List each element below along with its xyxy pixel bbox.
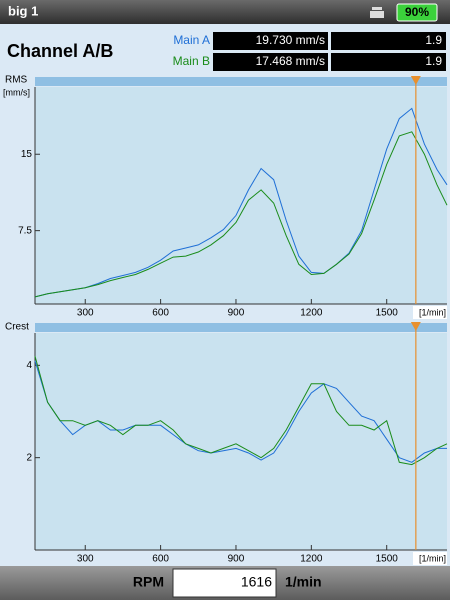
plot-area: [35, 333, 447, 550]
value-text: 1.9: [425, 54, 442, 68]
value-cell: [331, 32, 446, 50]
x-tick-label: 1500: [376, 554, 399, 565]
series-line: [34, 107, 448, 298]
series-line: [34, 355, 448, 466]
channel-title: Channel A/B: [7, 41, 113, 61]
screen-title: big 1: [8, 3, 38, 18]
y-tick-label: 2: [26, 452, 32, 463]
y-axis-label: [mm/s]: [3, 87, 30, 97]
x-axis-label: [1/min]: [419, 553, 446, 563]
header-table: Main A 19.730 mm/s 1.9 Main B 17.468 mm/s 1.9: [173, 32, 446, 71]
x-tick-label: 900: [228, 308, 245, 319]
series-line: [34, 131, 448, 298]
x-label-bg: [413, 306, 447, 319]
value-cell: [331, 53, 446, 71]
x-tick-label: 1500: [376, 308, 399, 319]
battery-level: 90%: [405, 5, 429, 19]
rpm-unit: 1/min: [285, 574, 322, 590]
x-tick-label: 600: [152, 554, 169, 565]
y-tick-label: 7.5: [18, 225, 32, 236]
channel-name: Main B: [173, 54, 210, 68]
charts: RMS[mm/s] 7.5 15 300 600 900 1200 1500 [1/min] Cr…: [3, 75, 448, 565]
cursor-marker: [410, 322, 421, 331]
x-tick-label: 900: [228, 554, 245, 565]
value-text: 19.730 mm/s: [256, 33, 325, 47]
y-tick-label: 4: [26, 360, 32, 371]
x-tick-label: 300: [77, 308, 94, 319]
cursor-strip: [35, 77, 447, 86]
cursor-marker: [410, 76, 421, 85]
plot-area: [35, 87, 447, 304]
rpm-input[interactable]: [172, 568, 277, 598]
y-tick-label: 15: [21, 149, 33, 160]
value-cell: [213, 53, 328, 71]
x-axis-label: [1/min]: [419, 307, 446, 317]
rpm-label: RPM: [133, 574, 164, 590]
x-label-bg: [413, 552, 447, 565]
value-text: 1.9: [425, 33, 442, 47]
channel-name: Main A: [173, 33, 210, 47]
battery-icon: [396, 3, 438, 22]
chart-title: Crest: [5, 322, 29, 333]
lock-icon: [370, 7, 384, 18]
series-line: [34, 360, 447, 463]
cursor-strip: [35, 323, 447, 332]
rpm-value[interactable]: 1616: [241, 574, 272, 590]
value-cell: [213, 32, 328, 50]
x-tick-label: 600: [152, 308, 169, 319]
value-text: 17.468 mm/s: [256, 54, 325, 68]
chart-title: RMS: [5, 75, 28, 86]
x-tick-label: 300: [77, 554, 94, 565]
x-tick-label: 1200: [300, 554, 323, 565]
x-tick-label: 1200: [300, 308, 323, 319]
